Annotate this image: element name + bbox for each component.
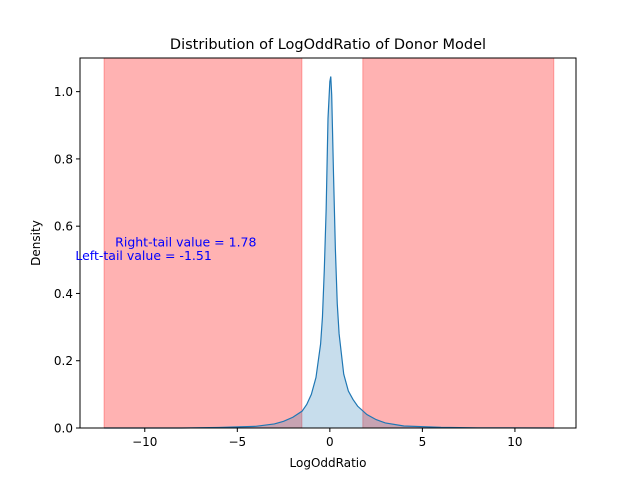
x-tick-label: 0 xyxy=(326,435,334,449)
y-tick-label: 0.6 xyxy=(54,220,73,234)
y-tick-label: 0.8 xyxy=(54,152,73,166)
x-tick-label: −10 xyxy=(132,435,157,449)
tail-region-1 xyxy=(362,57,555,429)
density-area-0 xyxy=(104,76,554,428)
x-tick-label: 10 xyxy=(507,435,522,449)
shaded-regions xyxy=(103,57,555,429)
annotation-0: Right-tail value = 1.78 xyxy=(115,234,256,249)
y-axis-label: Density xyxy=(29,220,43,266)
x-axis-label: LogOddRatio xyxy=(290,456,367,470)
y-tick-label: 0.0 xyxy=(54,422,73,436)
y-tick-label: 0.2 xyxy=(54,354,73,368)
annotation-1: Left-tail value = -1.51 xyxy=(75,248,211,263)
series-layer xyxy=(104,76,554,429)
y-tick-label: 1.0 xyxy=(54,85,73,99)
density-line-0 xyxy=(104,76,554,429)
y-axis-ticks: 0.0 0.2 0.4 0.6 0.8 1.0 xyxy=(54,85,80,436)
plot-frame xyxy=(79,57,577,429)
y-tick-label: 0.4 xyxy=(54,287,73,301)
chart-title: Distribution of LogOddRatio of Donor Mod… xyxy=(170,37,486,53)
x-tick-label: −5 xyxy=(228,435,246,449)
tail-region-0 xyxy=(103,57,303,429)
x-axis-ticks: −10 −5 0 5 10 xyxy=(132,428,523,449)
x-tick-label: 5 xyxy=(419,435,427,449)
